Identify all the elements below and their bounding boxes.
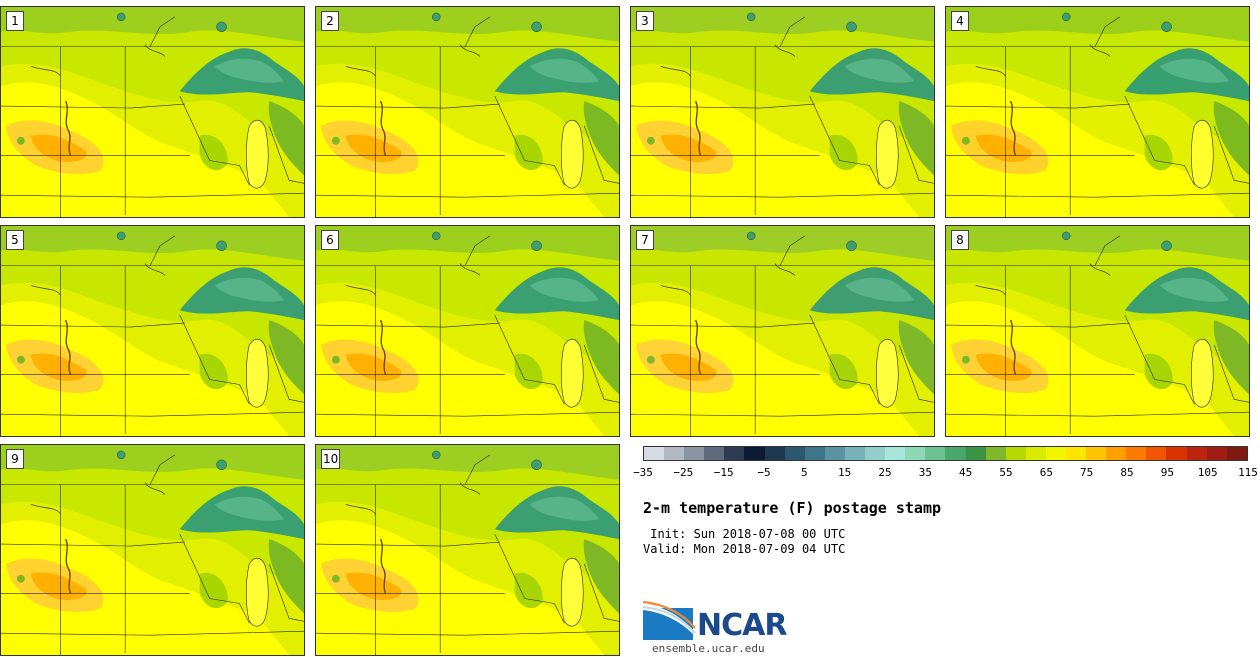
ensemble-member-3-map: 3	[630, 6, 935, 218]
colorbar-tick-label: −35	[633, 466, 653, 479]
colorbar-tick-label: 25	[878, 466, 892, 479]
colorbar-segment	[1166, 447, 1187, 460]
ensemble-member-10-map: 10	[315, 444, 620, 656]
source-url[interactable]: ensemble.ucar.edu	[652, 642, 765, 655]
ncar-logo-text: NCAR	[697, 608, 787, 643]
ensemble-member-7-map: 7	[630, 225, 935, 437]
temperature-colorbar	[643, 446, 1248, 461]
colorbar-segment	[644, 447, 665, 460]
colorbar-segment	[1186, 447, 1207, 460]
colorbar-tick-label: 95	[1160, 466, 1174, 479]
ensemble-member-4-map: 4	[945, 6, 1250, 218]
colorbar-tick-label: 65	[1039, 466, 1053, 479]
colorbar-segment	[1106, 447, 1127, 460]
colorbar-segment	[1126, 447, 1147, 460]
member-label: 6	[321, 230, 339, 250]
member-label: 4	[951, 11, 969, 31]
ensemble-member-2-map: 2	[315, 6, 620, 218]
ensemble-member-8-map: 8	[945, 225, 1250, 437]
colorbar-segment	[824, 447, 845, 460]
map-image	[1, 226, 304, 436]
colorbar-tick-label: 105	[1197, 466, 1218, 479]
colorbar-segment	[804, 447, 825, 460]
colorbar-tick-label: 55	[999, 466, 1013, 479]
colorbar-segment	[1086, 447, 1107, 460]
map-image	[631, 7, 934, 217]
map-image	[946, 226, 1249, 436]
colorbar-segment	[684, 447, 705, 460]
colorbar-segment	[945, 447, 966, 460]
init-time: Init: Sun 2018-07-08 00 UTC	[643, 527, 846, 541]
colorbar-tick-label: 75	[1080, 466, 1094, 479]
colorbar-segment	[1206, 447, 1227, 460]
valid-time: Valid: Mon 2018-07-09 04 UTC	[643, 542, 846, 556]
colorbar-tick-label: 85	[1120, 466, 1134, 479]
colorbar-tick-label: 15	[838, 466, 852, 479]
colorbar-tick-label: −15	[713, 466, 734, 479]
map-image	[316, 445, 619, 655]
colorbar-tick-label: −5	[757, 466, 771, 479]
colorbar-segment	[1065, 447, 1087, 460]
member-label: 5	[6, 230, 24, 250]
colorbar-tick-label: 5	[801, 466, 808, 479]
ensemble-member-5-map: 5	[0, 225, 305, 437]
member-label: 8	[951, 230, 969, 250]
ensemble-member-6-map: 6	[315, 225, 620, 437]
colorbar-segment	[764, 447, 785, 460]
colorbar-segment	[965, 447, 986, 460]
member-label: 1	[6, 11, 24, 31]
map-image	[316, 7, 619, 217]
member-label: 10	[321, 449, 341, 469]
colorbar-segment	[704, 447, 725, 460]
colorbar-segment	[1045, 447, 1066, 460]
colorbar-segment	[1005, 447, 1026, 460]
colorbar-segment	[1146, 447, 1167, 460]
member-label: 9	[6, 449, 24, 469]
colorbar-segment	[844, 447, 866, 460]
colorbar-segment	[925, 447, 946, 460]
colorbar-tick-label: 35	[918, 466, 932, 479]
colorbar-segment	[664, 447, 685, 460]
member-label: 3	[636, 11, 654, 31]
colorbar-segment	[784, 447, 805, 460]
colorbar-segment	[1025, 447, 1046, 460]
colorbar-segment	[865, 447, 886, 460]
figure-title: 2-m temperature (F) postage stamp	[643, 499, 942, 517]
map-image	[1, 445, 304, 655]
map-image	[946, 7, 1249, 217]
colorbar-segment	[885, 447, 906, 460]
colorbar-segment	[724, 447, 745, 460]
colorbar-tick-label: 115	[1238, 466, 1258, 479]
ncar-logo-icon	[643, 600, 696, 640]
map-image	[316, 226, 619, 436]
colorbar-segment	[744, 447, 765, 460]
colorbar-segment	[905, 447, 926, 460]
member-label: 2	[321, 11, 339, 31]
colorbar-tick-label: −25	[673, 466, 694, 479]
map-image	[1, 7, 304, 217]
member-label: 7	[636, 230, 654, 250]
map-image	[631, 226, 934, 436]
colorbar-segment	[985, 447, 1006, 460]
ensemble-member-1-map: 1	[0, 6, 305, 218]
ensemble-member-9-map: 9	[0, 444, 305, 656]
colorbar-segment	[1226, 447, 1247, 460]
colorbar-tick-label: 45	[959, 466, 973, 479]
colorbar-tick-labels: −35 −25 −15 −5 5 15 25 35 45 55 65 75 85 95 105 115	[630, 466, 1260, 482]
